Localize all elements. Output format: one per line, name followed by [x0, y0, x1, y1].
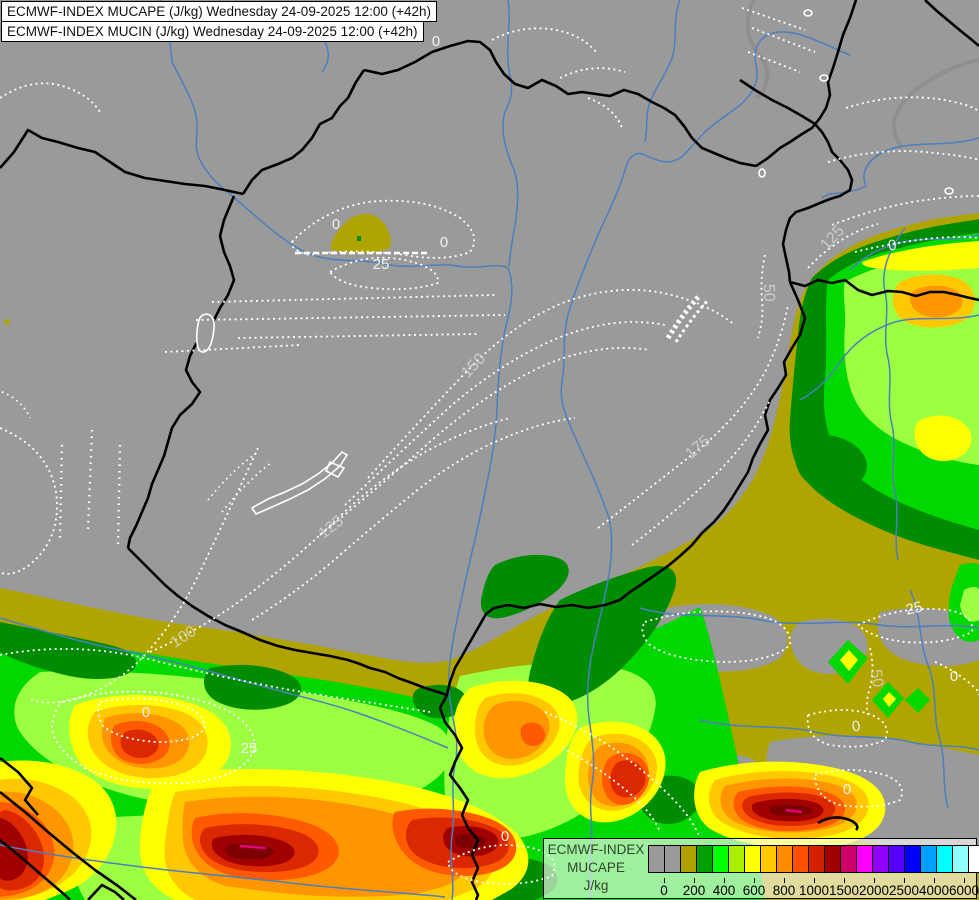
contour-value-label: 0	[332, 216, 340, 233]
colorbar-tick	[724, 878, 725, 883]
title-bar-mucin: ECMWF-INDEX MUCIN (J/kg) Wednesday 24-09…	[1, 21, 424, 42]
colorbar-cell	[808, 845, 825, 873]
contour-value-label: 0	[851, 717, 862, 735]
legend-panel: ECMWF-INDEX MUCAPE J/kg 0 200 400 600 800 100…	[543, 838, 979, 899]
legend-parameter-name: MUCAPE	[567, 860, 625, 875]
colorbar-tick-label: 6000	[948, 883, 979, 898]
colorbar-cell	[872, 845, 889, 873]
colorbar-cell	[744, 845, 761, 873]
mucin-contours-layer	[0, 7, 979, 885]
magenta-core-streaks	[239, 808, 803, 850]
cape-fill-layer	[0, 213, 979, 900]
colorbar-cell	[792, 845, 809, 873]
colorbar-tick	[664, 878, 665, 883]
contour-value-label: 0	[843, 781, 851, 798]
contour-value-label: 0	[440, 234, 448, 251]
colorbar-tick	[904, 878, 905, 883]
colorbar-cell	[760, 845, 777, 873]
contour-value-label: 0	[887, 237, 898, 255]
colorbar-tick-label: 600	[742, 883, 766, 898]
colorbar-cell	[888, 845, 905, 873]
colorbar-tick	[844, 878, 845, 883]
colorbar-cell	[920, 845, 937, 873]
colorbar-tick-label: 200	[682, 883, 706, 898]
contour-value-label: 0	[501, 828, 509, 845]
colorbar-tick	[814, 878, 815, 883]
contour-value-label: 25	[373, 256, 390, 273]
colorbar-cell	[728, 845, 745, 873]
colorbar-cell	[696, 845, 713, 873]
colorbar-tick-label: 2500	[888, 883, 920, 898]
legend-model-name: ECMWF-INDEX	[547, 842, 645, 857]
colorbar-tick	[784, 878, 785, 883]
olive-patch-top-center	[330, 213, 391, 253]
contour-value-label: 25	[241, 740, 258, 757]
colorbar-tick-label: 2000	[858, 883, 890, 898]
legend-units: J/kg	[583, 878, 609, 893]
title-bar-mucape: ECMWF-INDEX MUCAPE (J/kg) Wednesday 24-0…	[1, 1, 438, 22]
contour-value-label: 0	[950, 668, 958, 685]
se-green-diamonds	[828, 640, 930, 718]
colorbar-tick-label: 1000	[798, 883, 830, 898]
colorbar-tick-label: 1500	[828, 883, 860, 898]
contour-value-label: 50	[867, 668, 886, 688]
colorbar-cells	[648, 845, 979, 873]
colorbar-cell	[856, 845, 873, 873]
colorbar-cell	[680, 845, 697, 873]
colorbar-cell	[712, 845, 729, 873]
colorbar-tick-label: 4000	[918, 883, 950, 898]
colorbar-cell	[824, 845, 841, 873]
colorbar-tick-label: 0	[660, 883, 668, 898]
colorbar: 0 200 400 600 800 1000 1500 2000 2500 4000 6000	[648, 845, 979, 898]
colorbar-cell	[936, 845, 953, 873]
colorbar-tick-label: 400	[712, 883, 736, 898]
contour-value-label: 0	[432, 33, 440, 50]
colorbar-tick	[874, 878, 875, 883]
colorbar-tick	[964, 878, 965, 883]
colorbar-cell	[968, 845, 979, 873]
colorbar-tick	[694, 878, 695, 883]
contour-value-label: 0	[142, 704, 150, 721]
colorbar-tick-label: 800	[772, 883, 796, 898]
colorbar-cell	[776, 845, 793, 873]
legend-heading: ECMWF-INDEX MUCAPE J/kg	[544, 841, 648, 895]
colorbar-cell	[648, 845, 665, 873]
colorbar-cell	[952, 845, 969, 873]
colorbar-tick	[934, 878, 935, 883]
lakes-layer	[195, 9, 954, 516]
colorbar-cell	[664, 845, 681, 873]
colorbar-cell	[840, 845, 857, 873]
lake-balaton	[250, 450, 349, 516]
contour-value-label: 25	[904, 599, 924, 619]
colorbar-tick	[754, 878, 755, 883]
colorbar-cell	[904, 845, 921, 873]
contour-value-label: 50	[760, 284, 778, 302]
